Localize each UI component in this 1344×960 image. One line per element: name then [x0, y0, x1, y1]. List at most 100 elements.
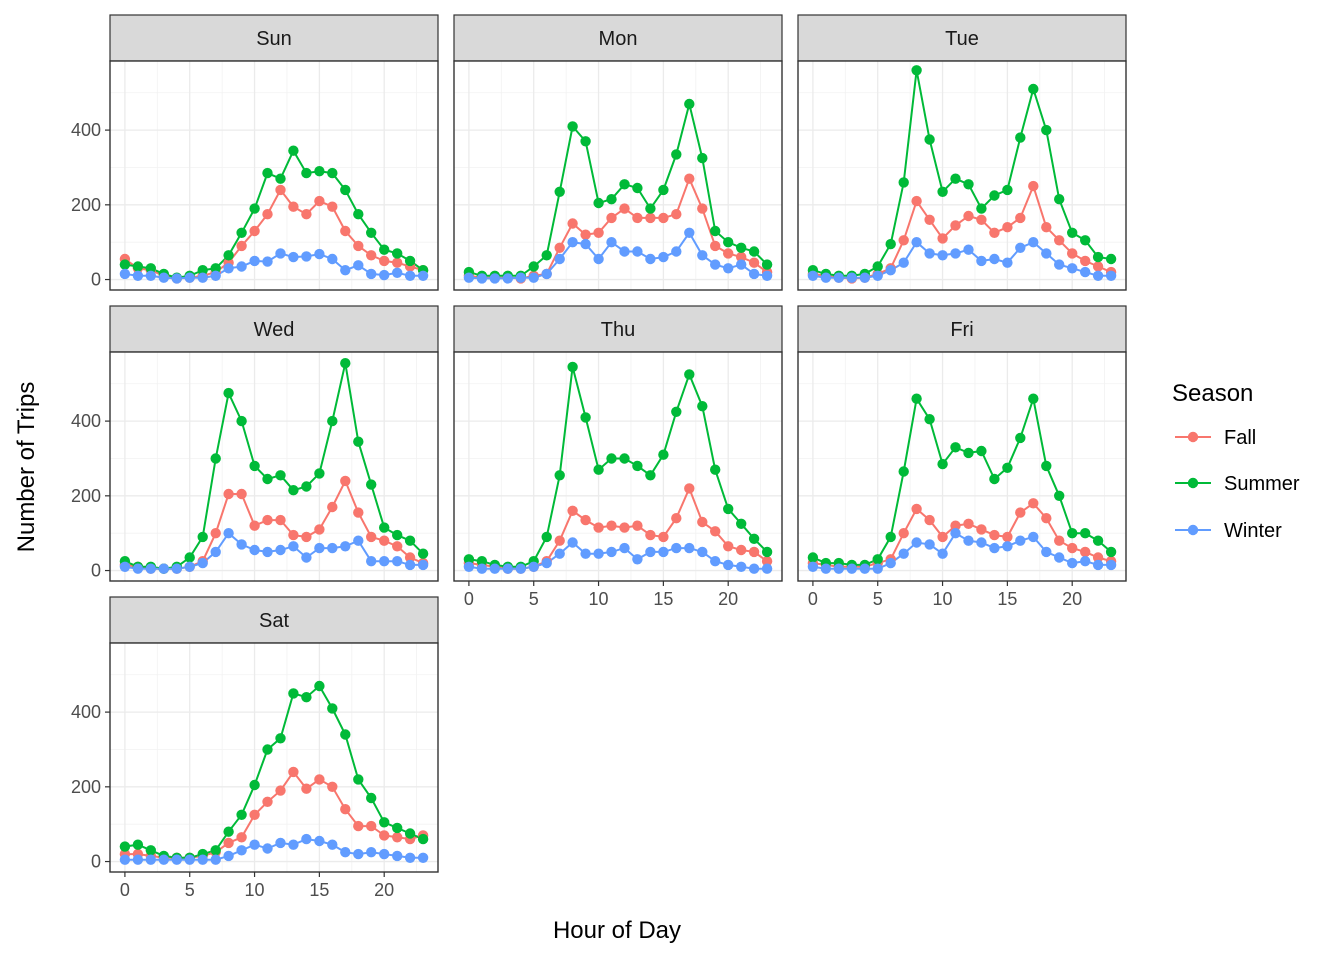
data-point-winter — [314, 248, 325, 260]
data-point-winter — [132, 854, 144, 865]
data-point-summer — [404, 828, 416, 839]
data-point-fall — [275, 514, 286, 526]
data-point-summer — [761, 259, 773, 270]
data-point-fall — [1054, 535, 1065, 546]
data-point-fall — [697, 203, 708, 214]
data-point-fall — [366, 820, 377, 832]
legend-key-point — [1187, 431, 1199, 443]
data-point-winter — [417, 559, 429, 571]
data-point-winter — [288, 541, 299, 552]
data-point-winter — [645, 253, 656, 265]
data-point-summer — [275, 733, 286, 744]
data-point-winter — [515, 563, 526, 574]
data-point-fall — [288, 766, 299, 778]
data-point-winter — [645, 546, 656, 558]
data-point-winter — [404, 852, 416, 863]
data-point-winter — [210, 546, 221, 558]
data-point-summer — [748, 533, 760, 544]
strip-label-fri: Fri — [950, 319, 973, 341]
data-point-winter — [353, 848, 364, 860]
data-point-summer — [366, 479, 377, 490]
data-point-summer — [249, 203, 260, 214]
data-point-summer — [236, 415, 247, 427]
data-point-winter — [898, 257, 909, 268]
data-point-summer — [417, 548, 429, 559]
data-point-summer — [392, 529, 403, 541]
data-point-winter — [911, 537, 922, 548]
data-point-fall — [249, 225, 260, 237]
data-point-summer — [184, 552, 195, 563]
data-point-winter — [158, 272, 169, 283]
data-point-winter — [392, 267, 403, 278]
data-point-fall — [723, 541, 734, 552]
legend-item-fall: Fall — [1175, 427, 1256, 449]
panel-border — [797, 60, 1127, 291]
data-point-winter — [379, 556, 390, 567]
data-point-summer — [404, 535, 416, 546]
panel-thu: Thu 0 5 10 15 20 — [453, 305, 783, 609]
data-point-fall — [340, 475, 351, 487]
data-point-fall — [606, 520, 617, 531]
data-point-winter — [288, 839, 299, 850]
data-point-winter — [236, 261, 247, 272]
data-point-summer — [210, 845, 221, 856]
data-point-winter — [502, 273, 513, 284]
data-point-summer — [684, 98, 695, 110]
data-point-winter — [632, 554, 643, 565]
data-point-summer — [1041, 460, 1052, 472]
data-point-winter — [723, 559, 734, 571]
data-point-summer — [353, 774, 364, 785]
data-point-winter — [859, 272, 870, 283]
x-tick-label: 15 — [653, 589, 673, 609]
strip-mon — [453, 14, 783, 62]
data-point-fall — [236, 488, 247, 500]
data-point-fall — [366, 250, 377, 261]
data-point-summer — [950, 173, 961, 184]
data-point-summer — [145, 845, 156, 856]
data-point-summer — [314, 680, 325, 692]
data-point-winter — [885, 265, 896, 276]
data-point-fall — [976, 214, 987, 225]
panel-sat: Sat 0 200 400 0 5 10 15 20 — [71, 596, 439, 900]
legend: Season Fall Summer Winter — [1172, 380, 1300, 542]
strip-label-wed: Wed — [254, 319, 295, 341]
data-point-summer — [288, 485, 299, 496]
legend-label: Fall — [1224, 427, 1256, 449]
data-point-summer — [723, 237, 734, 248]
data-point-winter — [171, 854, 182, 865]
data-point-winter — [340, 541, 351, 552]
data-point-winter — [658, 546, 669, 558]
data-point-fall — [223, 837, 234, 849]
data-point-winter — [301, 552, 312, 563]
data-point-winter — [554, 253, 565, 265]
data-point-summer — [593, 197, 604, 209]
x-tick-label: 5 — [873, 589, 883, 609]
data-point-summer — [885, 238, 896, 250]
data-point-fall — [950, 220, 961, 231]
data-point-winter — [885, 557, 896, 569]
data-point-fall — [353, 507, 364, 518]
data-point-fall — [288, 529, 299, 541]
data-point-summer — [872, 554, 883, 565]
data-point-winter — [1105, 559, 1117, 571]
data-point-winter — [145, 854, 156, 865]
data-point-winter — [632, 246, 643, 257]
data-point-fall — [1092, 552, 1104, 563]
data-point-fall — [379, 255, 390, 267]
data-point-winter — [593, 253, 604, 265]
data-point-winter — [807, 270, 819, 281]
data-point-winter — [1028, 531, 1039, 543]
data-point-winter — [1105, 270, 1117, 281]
data-point-summer — [1067, 227, 1078, 238]
data-point-fall — [671, 513, 682, 524]
data-point-winter — [489, 273, 500, 284]
data-point-fall — [1092, 261, 1104, 272]
data-point-summer — [684, 369, 695, 380]
data-point-winter — [1002, 257, 1013, 268]
data-point-fall — [249, 520, 260, 531]
data-point-summer — [710, 464, 721, 475]
data-point-winter — [262, 843, 273, 854]
data-point-summer — [1080, 528, 1091, 539]
strip-sun — [109, 14, 439, 62]
data-point-fall — [736, 544, 747, 556]
